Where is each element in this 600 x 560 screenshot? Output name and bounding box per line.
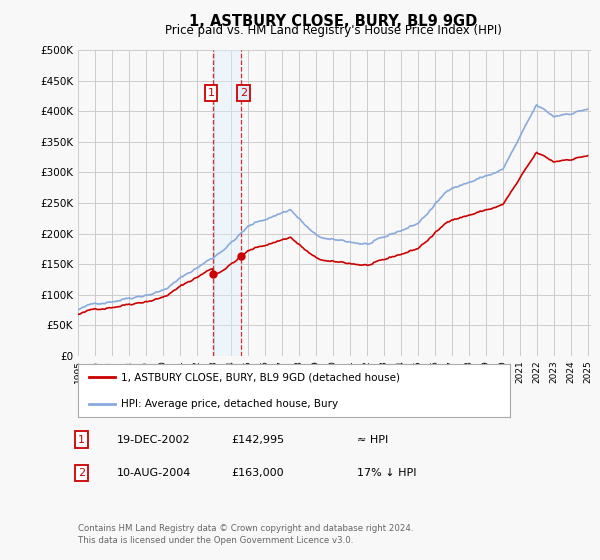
Text: 1: 1 [208, 88, 215, 98]
Text: 10-AUG-2004: 10-AUG-2004 [117, 468, 191, 478]
Text: £163,000: £163,000 [231, 468, 284, 478]
Bar [214, 50, 241, 356]
Text: 2: 2 [240, 88, 247, 98]
Text: 1, ASTBURY CLOSE, BURY, BL9 9GD (detached house): 1, ASTBURY CLOSE, BURY, BL9 9GD (detache… [121, 372, 400, 382]
Text: Price paid vs. HM Land Registry's House Price Index (HPI): Price paid vs. HM Land Registry's House … [164, 24, 502, 37]
Text: 1: 1 [78, 435, 85, 445]
Text: HPI: Average price, detached house, Bury: HPI: Average price, detached house, Bury [121, 399, 338, 409]
Text: 19-DEC-2002: 19-DEC-2002 [117, 435, 191, 445]
Text: 2: 2 [78, 468, 85, 478]
Text: £142,995: £142,995 [231, 435, 284, 445]
Text: 17% ↓ HPI: 17% ↓ HPI [357, 468, 416, 478]
Text: 1, ASTBURY CLOSE, BURY, BL9 9GD: 1, ASTBURY CLOSE, BURY, BL9 9GD [189, 14, 477, 29]
Text: Contains HM Land Registry data © Crown copyright and database right 2024.
This d: Contains HM Land Registry data © Crown c… [78, 524, 413, 545]
Text: ≈ HPI: ≈ HPI [357, 435, 388, 445]
